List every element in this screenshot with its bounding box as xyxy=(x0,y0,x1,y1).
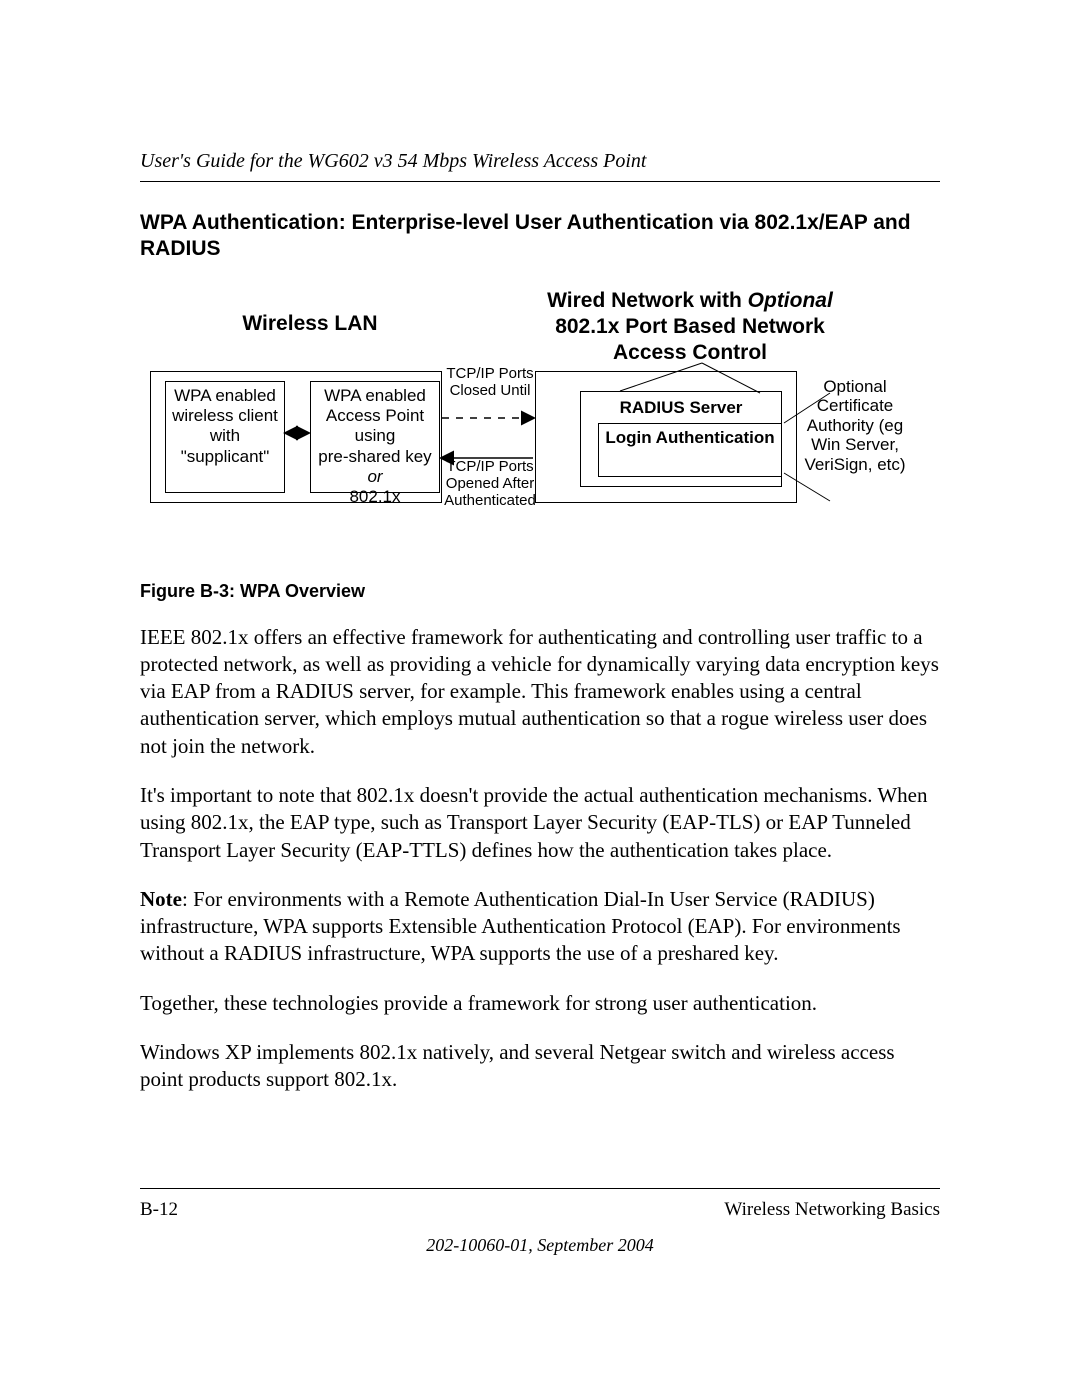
paragraph-3: Note: For environments with a Remote Aut… xyxy=(140,886,940,968)
diagram-title-wired-network: Wired Network with Optional 802.1x Port … xyxy=(530,288,850,367)
running-header: User's Guide for the WG602 v3 54 Mbps Wi… xyxy=(140,150,940,173)
section-heading: WPA Authentication: Enterprise-level Use… xyxy=(140,210,940,263)
paragraph-4: Together, these technologies provide a f… xyxy=(140,990,940,1017)
content-area: User's Guide for the WG602 v3 54 Mbps Wi… xyxy=(140,150,940,1116)
ap-line3: 802.1x xyxy=(349,487,400,506)
title-right-line2: 802.1x Port Based Network Access Control xyxy=(555,315,825,364)
figure-caption: Figure B-3: WPA Overview xyxy=(140,581,940,602)
page-number: B-12 xyxy=(140,1199,178,1221)
page: User's Guide for the WG602 v3 54 Mbps Wi… xyxy=(0,0,1080,1397)
access-point-box: WPA enabled Access Point using pre-share… xyxy=(310,381,440,493)
paragraph-5: Windows XP implements 802.1x natively, a… xyxy=(140,1039,940,1094)
note-rest: : For environments with a Remote Authent… xyxy=(140,887,901,966)
title-right-optional: Optional xyxy=(748,289,833,312)
diagram-title-wireless-lan: Wireless LAN xyxy=(200,311,420,337)
header-rule xyxy=(140,181,940,182)
certificate-authority-label: Optional Certificate Authority (eg Win S… xyxy=(800,377,910,475)
note-bold: Note xyxy=(140,887,182,911)
footer-section-title: Wireless Networking Basics xyxy=(724,1199,940,1221)
tcp-ports-closed-label: TCP/IP Ports Closed Until xyxy=(440,365,540,400)
page-footer: B-12 Wireless Networking Basics 202-1006… xyxy=(140,1180,940,1256)
paragraph-1: IEEE 802.1x offers an effective framewor… xyxy=(140,624,940,760)
footer-rule xyxy=(140,1188,940,1189)
ap-line2: pre-shared key xyxy=(318,447,431,466)
wpa-overview-diagram: Wireless LAN Wired Network with Optional… xyxy=(140,283,940,563)
footer-row: B-12 Wireless Networking Basics xyxy=(140,1199,940,1221)
wpa-client-box: WPA enabled wireless client with "suppli… xyxy=(165,381,285,493)
title-right-line1: Wired Network with xyxy=(547,289,748,312)
ap-line1: WPA enabled Access Point using xyxy=(324,386,426,446)
footer-docinfo: 202-10060-01, September 2004 xyxy=(140,1235,940,1256)
ap-or: or xyxy=(367,467,382,486)
tcp-ports-opened-label: TCP/IP Ports Opened After Authenticated xyxy=(440,458,540,510)
paragraph-2: It's important to note that 802.1x doesn… xyxy=(140,782,940,864)
login-auth-box: Login Authentication xyxy=(598,423,782,477)
